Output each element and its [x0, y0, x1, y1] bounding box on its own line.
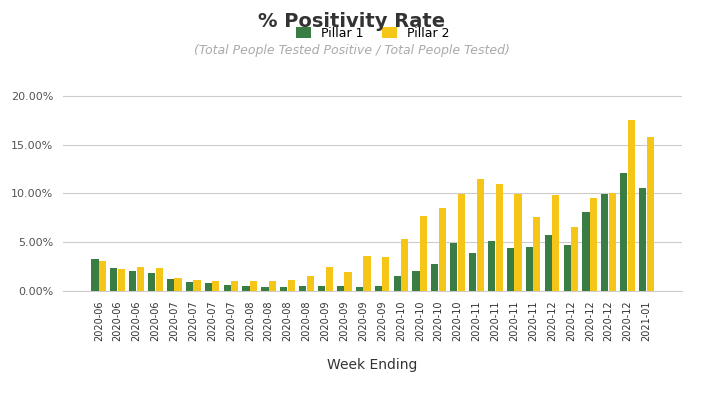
- X-axis label: Week Ending: Week Ending: [328, 357, 418, 371]
- Bar: [325, 267, 333, 290]
- Bar: [601, 194, 609, 290]
- Bar: [439, 208, 446, 290]
- Bar: [469, 253, 476, 290]
- Bar: [155, 268, 163, 290]
- Bar: [262, 287, 269, 290]
- Bar: [205, 283, 212, 290]
- Bar: [318, 286, 325, 290]
- Bar: [507, 248, 514, 290]
- Bar: [212, 281, 219, 290]
- Bar: [458, 194, 465, 290]
- Bar: [552, 195, 560, 290]
- Text: % Positivity Rate: % Positivity Rate: [258, 12, 445, 32]
- Bar: [243, 286, 250, 290]
- Bar: [571, 227, 579, 290]
- Bar: [545, 235, 552, 290]
- Bar: [394, 276, 401, 290]
- Bar: [526, 247, 533, 290]
- Bar: [375, 286, 382, 290]
- Bar: [647, 137, 654, 290]
- Text: (Total People Tested Positive / Total People Tested): (Total People Tested Positive / Total Pe…: [193, 44, 510, 56]
- Bar: [110, 268, 117, 290]
- Bar: [224, 285, 231, 290]
- Bar: [534, 217, 541, 290]
- Bar: [450, 243, 458, 290]
- Bar: [488, 241, 495, 290]
- Bar: [515, 194, 522, 290]
- Bar: [307, 276, 314, 290]
- Bar: [231, 281, 238, 290]
- Bar: [477, 179, 484, 290]
- Bar: [174, 278, 181, 290]
- Bar: [193, 280, 200, 290]
- Bar: [299, 286, 307, 290]
- Bar: [250, 281, 257, 290]
- Bar: [186, 282, 193, 290]
- Bar: [129, 271, 136, 290]
- Bar: [382, 257, 389, 290]
- Bar: [337, 286, 344, 290]
- Bar: [413, 271, 420, 290]
- Bar: [118, 269, 125, 290]
- Bar: [280, 287, 288, 290]
- Bar: [99, 261, 106, 290]
- Bar: [432, 264, 439, 290]
- Bar: [401, 239, 408, 290]
- Bar: [288, 280, 295, 290]
- Bar: [356, 287, 363, 290]
- Bar: [148, 273, 155, 290]
- Bar: [167, 279, 174, 290]
- Bar: [564, 245, 571, 290]
- Bar: [582, 212, 590, 290]
- Bar: [91, 259, 98, 290]
- Legend: Pillar 1, Pillar 2: Pillar 1, Pillar 2: [291, 22, 454, 45]
- Bar: [609, 193, 616, 290]
- Bar: [363, 256, 370, 290]
- Bar: [136, 267, 144, 290]
- Bar: [639, 188, 646, 290]
- Bar: [496, 183, 503, 290]
- Bar: [344, 272, 352, 290]
- Bar: [628, 120, 635, 290]
- Bar: [269, 281, 276, 290]
- Bar: [620, 173, 627, 290]
- Bar: [590, 198, 597, 290]
- Bar: [420, 216, 427, 290]
